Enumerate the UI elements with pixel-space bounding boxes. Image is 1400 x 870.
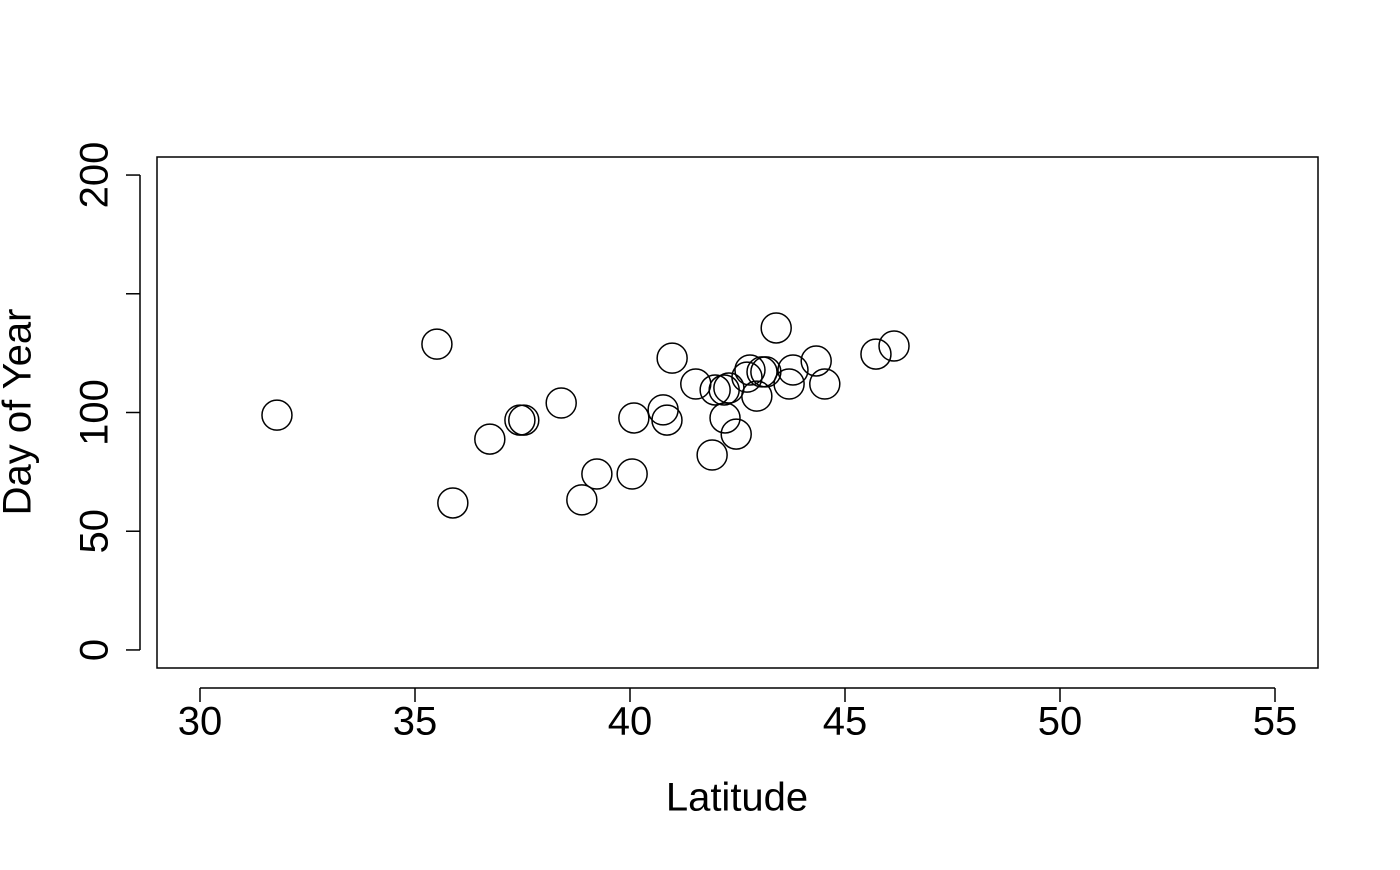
point: [421, 328, 453, 360]
x-axis-title: Latitude: [666, 776, 808, 820]
point: [581, 458, 613, 490]
point: [474, 423, 506, 455]
x-tick-label: 35: [393, 700, 438, 744]
x-tick-label: 55: [1253, 700, 1298, 744]
y-axis-title: Day of Year: [0, 309, 40, 516]
x-tick-label: 45: [823, 700, 868, 744]
plot-box: [156, 156, 1319, 669]
x-tick-label: 40: [608, 700, 653, 744]
point: [566, 484, 598, 516]
point: [760, 312, 792, 344]
y-tick-label: 100: [73, 379, 117, 446]
point: [651, 404, 683, 436]
point: [878, 330, 910, 362]
point: [696, 439, 728, 471]
point: [508, 404, 540, 436]
point: [860, 338, 892, 370]
point: [618, 402, 650, 434]
point: [741, 380, 773, 412]
point: [800, 345, 832, 377]
point: [656, 342, 688, 374]
point: [777, 354, 809, 386]
x-tick-label: 30: [178, 700, 223, 744]
y-tick-label: 200: [73, 142, 117, 209]
point: [261, 399, 293, 431]
point: [699, 374, 731, 406]
x-tick-label: 50: [1038, 700, 1083, 744]
point: [545, 387, 577, 419]
point: [437, 487, 469, 519]
point: [720, 418, 752, 450]
point: [734, 354, 766, 386]
point: [731, 361, 763, 393]
point: [616, 458, 648, 490]
point: [709, 402, 741, 434]
point: [773, 368, 805, 400]
point: [809, 368, 841, 400]
y-tick-label: 0: [73, 639, 117, 661]
point: [680, 368, 712, 400]
y-tick-label: 50: [73, 509, 117, 554]
